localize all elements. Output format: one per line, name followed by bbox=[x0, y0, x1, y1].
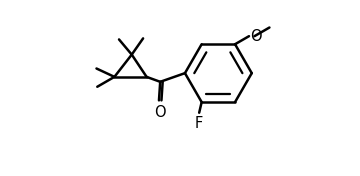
Text: O: O bbox=[154, 105, 166, 120]
Text: O: O bbox=[250, 29, 262, 44]
Text: F: F bbox=[195, 116, 203, 131]
